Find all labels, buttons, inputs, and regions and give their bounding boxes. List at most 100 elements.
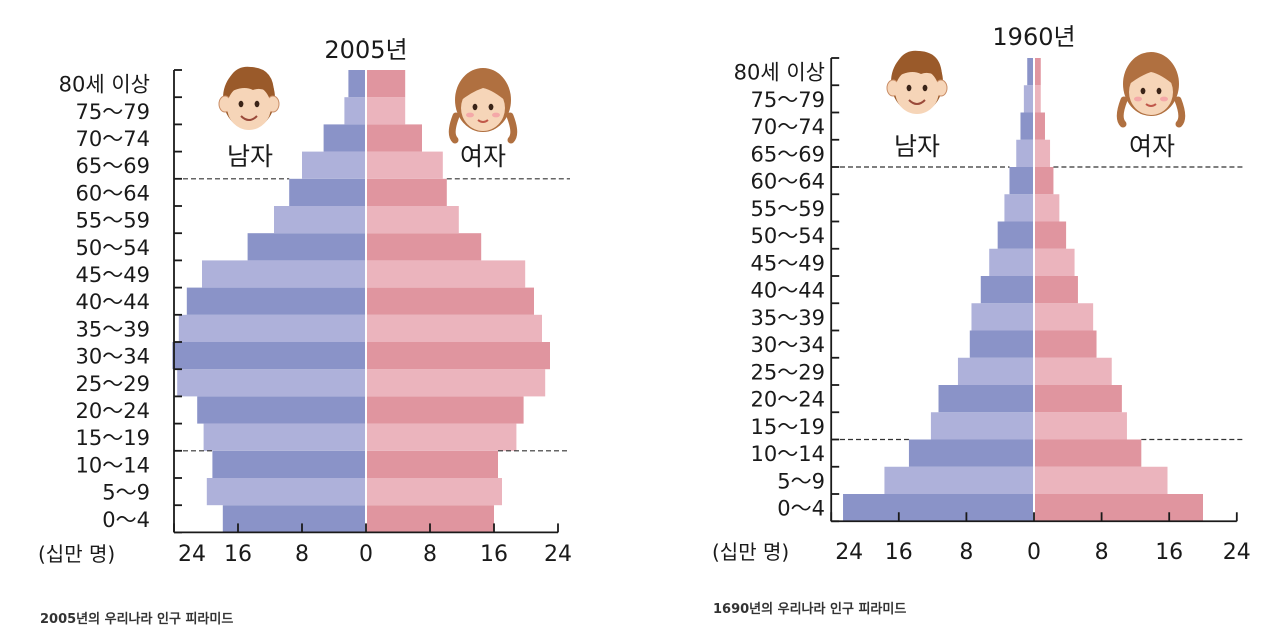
age-label: 60～64 bbox=[76, 181, 150, 205]
female-bar bbox=[1034, 303, 1094, 331]
female-bar bbox=[1034, 276, 1078, 304]
age-label: 75～79 bbox=[751, 88, 825, 112]
unit-label: (십만 명) bbox=[38, 542, 115, 566]
female-bar bbox=[1034, 466, 1168, 494]
age-label: 80세 이상 bbox=[59, 73, 150, 97]
female-bar bbox=[1034, 412, 1127, 440]
age-label: 20～24 bbox=[76, 399, 150, 423]
male-bar bbox=[197, 396, 366, 424]
x-tick-label: 24 bbox=[178, 542, 206, 567]
female-bar bbox=[1034, 357, 1112, 385]
male-bar bbox=[884, 466, 1034, 494]
x-tick-label: 8 bbox=[1095, 540, 1109, 565]
female-label: 여자 bbox=[1129, 132, 1175, 161]
age-label: 80세 이상 bbox=[734, 61, 825, 85]
male-label: 남자 bbox=[227, 142, 273, 171]
female-bar bbox=[1034, 139, 1051, 167]
female-bar bbox=[366, 97, 406, 125]
pyramid-chart-2005: 0～4 5～9 10～14 15～19 20～24 25～29 30～34 35～39 40～4… bbox=[38, 36, 572, 627]
age-label: 35～39 bbox=[76, 317, 150, 341]
age-label: 10～14 bbox=[751, 442, 825, 466]
male-bar bbox=[957, 357, 1034, 385]
female-bar bbox=[1034, 112, 1045, 140]
girl-face-icon bbox=[1116, 52, 1186, 128]
age-label: 10～14 bbox=[76, 453, 150, 477]
x-tick-label: 24 bbox=[544, 542, 572, 567]
female-bar bbox=[366, 233, 482, 261]
male-bar bbox=[1016, 139, 1034, 167]
x-tick-label: 16 bbox=[480, 542, 508, 567]
x-tick-label: 24 bbox=[835, 540, 863, 565]
age-label: 55～59 bbox=[76, 209, 150, 233]
male-bar bbox=[302, 151, 366, 179]
x-tick-label: 0 bbox=[359, 542, 373, 567]
female-bar bbox=[366, 287, 534, 315]
age-label: 60～64 bbox=[751, 170, 825, 194]
age-label: 15～19 bbox=[751, 415, 825, 439]
female-bar bbox=[366, 206, 459, 234]
x-tick-label: 16 bbox=[885, 540, 913, 565]
age-label: 50～54 bbox=[76, 236, 150, 260]
x-tick-label: 8 bbox=[423, 542, 437, 567]
male-label: 남자 bbox=[894, 132, 940, 161]
female-bar bbox=[366, 450, 498, 478]
age-label: 50～54 bbox=[751, 224, 825, 248]
male-bar bbox=[969, 330, 1034, 358]
age-label: 20～24 bbox=[751, 388, 825, 412]
age-label: 70～74 bbox=[751, 115, 825, 139]
female-bar bbox=[1034, 221, 1067, 249]
female-bar bbox=[1034, 85, 1041, 113]
female-bar bbox=[366, 70, 406, 98]
male-bar bbox=[202, 260, 366, 288]
x-tick-label: 8 bbox=[959, 540, 973, 565]
female-bar bbox=[366, 369, 546, 397]
male-bar bbox=[930, 412, 1034, 440]
male-bar bbox=[274, 206, 366, 234]
girl-face-icon bbox=[448, 68, 518, 144]
male-bar bbox=[1009, 167, 1034, 195]
male-bar bbox=[177, 369, 366, 397]
age-label: 0～4 bbox=[777, 497, 825, 521]
male-bar bbox=[212, 450, 366, 478]
male-bar bbox=[938, 385, 1034, 413]
male-bar bbox=[222, 505, 366, 533]
male-bar bbox=[247, 233, 366, 261]
age-label: 45～49 bbox=[76, 263, 150, 287]
male-bar bbox=[989, 248, 1034, 276]
male-bar bbox=[289, 178, 366, 206]
age-label: 5～9 bbox=[102, 481, 150, 505]
female-bar bbox=[366, 342, 550, 370]
x-tick-label: 16 bbox=[224, 542, 252, 567]
age-label: 25～29 bbox=[751, 360, 825, 384]
female-bar bbox=[1034, 385, 1122, 413]
male-bar bbox=[206, 478, 366, 506]
age-label: 15～19 bbox=[76, 426, 150, 450]
male-bar bbox=[908, 439, 1034, 467]
female-bar bbox=[366, 178, 447, 206]
male-bar bbox=[1023, 85, 1034, 113]
age-label: 35～39 bbox=[751, 306, 825, 330]
male-bar bbox=[1004, 194, 1034, 222]
male-bar bbox=[186, 287, 366, 315]
male-bar bbox=[997, 221, 1034, 249]
male-bar bbox=[1020, 112, 1034, 140]
male-bar bbox=[980, 276, 1034, 304]
x-tick-label: 0 bbox=[1027, 540, 1041, 565]
age-label: 55～59 bbox=[751, 197, 825, 221]
age-label: 25～29 bbox=[76, 372, 150, 396]
male-bar bbox=[323, 124, 366, 152]
female-bar bbox=[366, 314, 542, 342]
female-bar bbox=[366, 124, 422, 152]
age-label: 45～49 bbox=[751, 251, 825, 275]
age-label: 70～74 bbox=[76, 127, 150, 151]
age-label: 65～69 bbox=[76, 154, 150, 178]
male-bar bbox=[172, 342, 366, 370]
female-bar bbox=[366, 151, 443, 179]
female-bar bbox=[1034, 439, 1142, 467]
male-bar bbox=[843, 494, 1034, 522]
age-label: 30～34 bbox=[751, 333, 825, 357]
age-label: 40～44 bbox=[76, 290, 150, 314]
male-bar bbox=[348, 70, 366, 98]
male-bar bbox=[1027, 58, 1034, 86]
male-bar bbox=[971, 303, 1034, 331]
